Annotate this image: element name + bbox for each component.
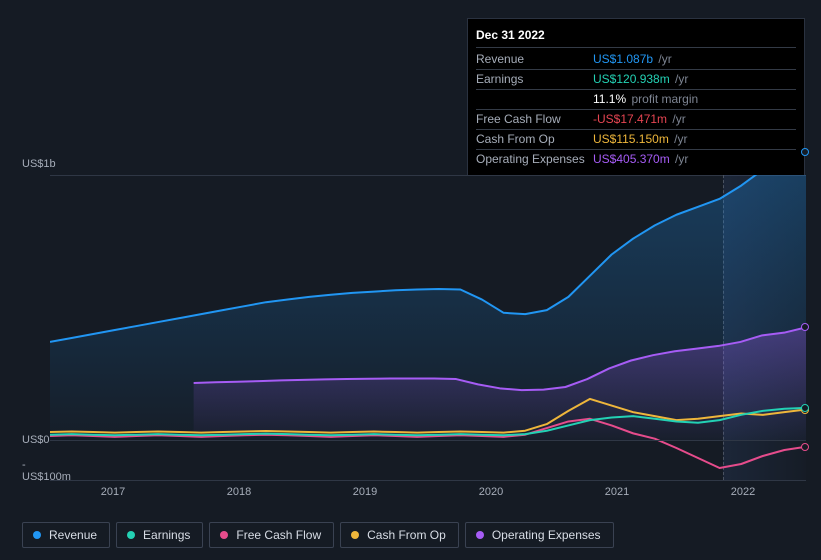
- legend-item[interactable]: Earnings: [116, 522, 203, 548]
- legend-item[interactable]: Operating Expenses: [465, 522, 614, 548]
- tooltip-row-value: 11.1%: [593, 92, 626, 106]
- series-end-marker-icon: [801, 443, 809, 451]
- tooltip-row-label: Cash From Op: [476, 132, 593, 147]
- chart-legend: Revenue Earnings Free Cash Flow Cash From O…: [22, 522, 614, 548]
- x-axis-label: 2020: [428, 486, 554, 498]
- chart-area: US$1b US$0 -US$100m 20172018201920202021…: [16, 160, 806, 500]
- tooltip-row: RevenueUS$1.087b /yr: [476, 50, 796, 70]
- x-axis-labels: 201720182019202020212022: [50, 486, 806, 498]
- x-axis-label: 2017: [50, 486, 176, 498]
- tooltip-row-value-wrap: -US$17.471m /yr: [593, 112, 686, 127]
- x-axis-label: 2018: [176, 486, 302, 498]
- grid-line: [50, 480, 806, 481]
- tooltip-date: Dec 31 2022: [476, 25, 796, 48]
- chart-svg[interactable]: [50, 175, 806, 480]
- tooltip-row-value: US$1.087b: [593, 52, 653, 66]
- legend-dot-icon: [33, 531, 41, 539]
- legend-dot-icon: [351, 531, 359, 539]
- legend-label: Operating Expenses: [492, 528, 601, 542]
- legend-dot-icon: [476, 531, 484, 539]
- series-end-marker-icon: [801, 148, 809, 156]
- tooltip-rows: RevenueUS$1.087b /yrEarningsUS$120.938m …: [476, 50, 796, 169]
- legend-dot-icon: [220, 531, 228, 539]
- legend-label: Cash From Op: [367, 528, 446, 542]
- grid-line: [50, 440, 806, 441]
- tooltip-row-unit: /yr: [655, 52, 672, 66]
- tooltip-row-unit: /yr: [672, 72, 689, 86]
- tooltip-row: Cash From OpUS$115.150m /yr: [476, 130, 796, 150]
- tooltip-row-label: Free Cash Flow: [476, 112, 593, 127]
- tooltip-row: 11.1% profit margin: [476, 90, 796, 110]
- legend-item[interactable]: Revenue: [22, 522, 110, 548]
- x-axis-label: 2021: [554, 486, 680, 498]
- legend-label: Free Cash Flow: [236, 528, 321, 542]
- legend-label: Earnings: [143, 528, 190, 542]
- tooltip-row-unit: profit margin: [628, 92, 698, 106]
- tooltip-row: Free Cash Flow-US$17.471m /yr: [476, 110, 796, 130]
- tooltip-row-value: US$115.150m: [593, 132, 669, 146]
- tooltip-row-label: Revenue: [476, 52, 593, 67]
- legend-item[interactable]: Cash From Op: [340, 522, 459, 548]
- tooltip-row-value-wrap: US$1.087b /yr: [593, 52, 672, 67]
- x-axis-label: 2022: [680, 486, 806, 498]
- chart-tooltip: Dec 31 2022 RevenueUS$1.087b /yrEarnings…: [467, 18, 805, 176]
- tooltip-row-value-wrap: 11.1% profit margin: [593, 92, 698, 107]
- tooltip-row: EarningsUS$120.938m /yr: [476, 70, 796, 90]
- tooltip-row-label: [476, 92, 593, 107]
- x-axis-label: 2019: [302, 486, 428, 498]
- series-end-marker-icon: [801, 404, 809, 412]
- tooltip-row-value-wrap: US$115.150m /yr: [593, 132, 688, 147]
- legend-dot-icon: [127, 531, 135, 539]
- tooltip-row-unit: /yr: [671, 132, 688, 146]
- series-end-marker-icon: [801, 323, 809, 331]
- tooltip-row-value: -US$17.471m: [593, 112, 667, 126]
- legend-label: Revenue: [49, 528, 97, 542]
- tooltip-row-unit: /yr: [669, 112, 686, 126]
- tooltip-row-value-wrap: US$120.938m /yr: [593, 72, 688, 87]
- tooltip-row-value: US$120.938m: [593, 72, 670, 86]
- tooltip-row-label: Earnings: [476, 72, 593, 87]
- legend-item[interactable]: Free Cash Flow: [209, 522, 334, 548]
